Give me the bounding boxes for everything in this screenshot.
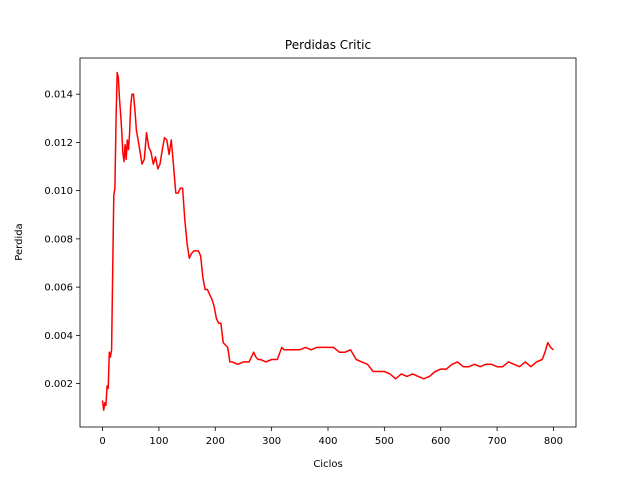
y-axis-label: Perdida [14,223,25,260]
y-tick-label: 0.012 [44,138,73,149]
y-tick-label: 0.010 [44,186,73,197]
x-tick-label: 700 [488,436,507,447]
series-line [101,71,554,411]
x-tick-label: 200 [206,436,225,447]
x-tick-label: 400 [318,436,337,447]
chart-title: Perdidas Critic [285,38,371,52]
y-tick-label: 0.014 [44,90,73,101]
x-tick-label: 300 [262,436,281,447]
ticks: 0 100 200 300 400 500 600 700 800 0.002 0.004 0.006… [44,90,563,447]
x-tick-label: 100 [149,436,168,447]
x-tick-label: 0 [99,436,105,447]
y-tick-label: 0.006 [44,283,73,294]
y-tick-label: 0.002 [44,379,73,390]
x-tick-label: 600 [431,436,450,447]
x-tick-label: 500 [375,436,394,447]
y-tick-label: 0.004 [44,331,73,342]
x-axis-label: Ciclos [313,459,342,470]
x-tick-label: 800 [544,436,563,447]
y-tick-label: 0.008 [44,234,73,245]
plot-frame [79,57,577,428]
